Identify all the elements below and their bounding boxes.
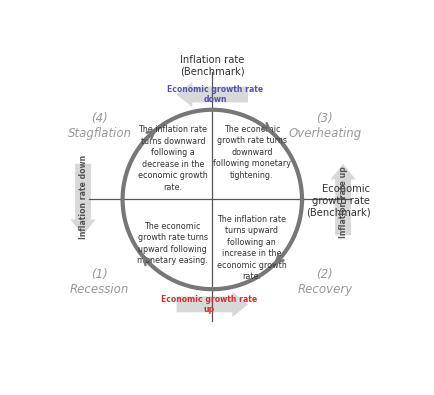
Text: Economic growth rate
up: Economic growth rate up [161, 295, 257, 314]
FancyArrow shape [70, 164, 95, 235]
Text: (3)
Overheating: (3) Overheating [288, 113, 361, 141]
Text: Inflation rate down: Inflation rate down [79, 154, 87, 239]
Text: Inflation rate up: Inflation rate up [338, 166, 347, 238]
Text: Economic
growth rate
(Benchmark): Economic growth rate (Benchmark) [305, 184, 370, 218]
FancyArrow shape [176, 292, 247, 317]
FancyArrow shape [330, 164, 355, 235]
Text: The inflation rate
turns downward
following a
decrease in the
economic growth
ra: The inflation rate turns downward follow… [138, 125, 207, 192]
FancyArrow shape [176, 82, 247, 107]
Text: (1)
Recession: (1) Recession [70, 267, 129, 295]
Text: The economic
growth rate turns
downward
following monetary
tightening.: The economic growth rate turns downward … [212, 125, 290, 180]
Text: The economic
growth rate turns
upward following
monetary easing.: The economic growth rate turns upward fo… [137, 222, 207, 265]
Text: The inflation rate
turns upward
following an
increase in the
economic growth
rat: The inflation rate turns upward followin… [217, 215, 286, 281]
Text: Inflation rate
(Benchmark): Inflation rate (Benchmark) [180, 55, 244, 77]
Text: (2)
Recovery: (2) Recovery [296, 267, 352, 295]
Text: (4)
Stagflation: (4) Stagflation [68, 113, 132, 141]
Text: Economic growth rate
down: Economic growth rate down [167, 85, 263, 104]
